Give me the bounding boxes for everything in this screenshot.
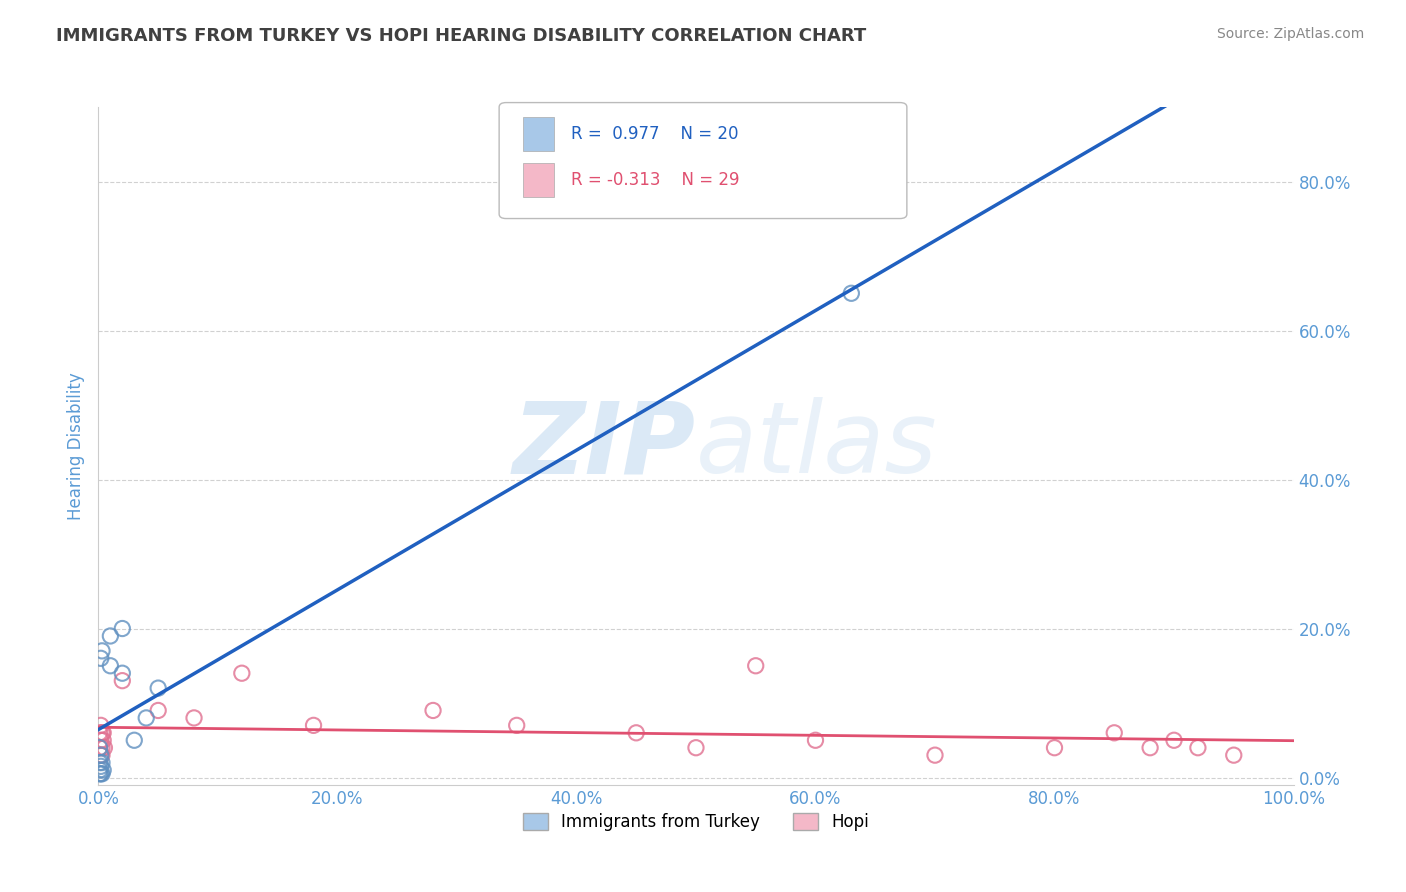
Point bbox=[91, 766, 114, 780]
Point bbox=[90, 748, 112, 763]
Point bbox=[111, 622, 134, 636]
Y-axis label: Hearing Disability: Hearing Disability bbox=[66, 372, 84, 520]
Point bbox=[1043, 740, 1066, 755]
Point bbox=[89, 756, 111, 770]
Point bbox=[91, 726, 114, 740]
Point bbox=[90, 651, 112, 665]
Point bbox=[1139, 740, 1161, 755]
Point bbox=[90, 748, 112, 763]
Point bbox=[1104, 726, 1126, 740]
Point bbox=[111, 673, 134, 688]
Point bbox=[91, 763, 114, 777]
Point bbox=[685, 740, 707, 755]
Point bbox=[1223, 748, 1246, 763]
Point bbox=[422, 703, 444, 717]
Point bbox=[98, 629, 122, 643]
Point bbox=[90, 718, 112, 732]
Point bbox=[89, 726, 111, 740]
Point bbox=[804, 733, 827, 747]
Point bbox=[91, 733, 114, 747]
Point bbox=[841, 286, 863, 301]
Point bbox=[89, 740, 111, 755]
Point bbox=[91, 644, 114, 658]
Point bbox=[89, 740, 111, 755]
Point bbox=[91, 756, 114, 770]
Point bbox=[93, 740, 115, 755]
Point bbox=[135, 711, 157, 725]
Point bbox=[90, 733, 112, 747]
Point bbox=[91, 740, 114, 755]
Text: ZIP: ZIP bbox=[513, 398, 696, 494]
Text: Source: ZipAtlas.com: Source: ZipAtlas.com bbox=[1216, 27, 1364, 41]
Text: atlas: atlas bbox=[696, 398, 938, 494]
Text: R = -0.313    N = 29: R = -0.313 N = 29 bbox=[571, 171, 740, 189]
Point bbox=[111, 666, 134, 681]
Point bbox=[231, 666, 253, 681]
Legend: Immigrants from Turkey, Hopi: Immigrants from Turkey, Hopi bbox=[516, 806, 876, 838]
Point bbox=[90, 759, 112, 773]
Point bbox=[924, 748, 946, 763]
Point bbox=[89, 766, 111, 780]
Point bbox=[626, 726, 648, 740]
Point bbox=[90, 766, 112, 780]
Text: IMMIGRANTS FROM TURKEY VS HOPI HEARING DISABILITY CORRELATION CHART: IMMIGRANTS FROM TURKEY VS HOPI HEARING D… bbox=[56, 27, 866, 45]
Point bbox=[148, 681, 170, 695]
Point bbox=[183, 711, 205, 725]
Point bbox=[91, 726, 114, 740]
Point bbox=[745, 658, 768, 673]
Point bbox=[98, 658, 122, 673]
Point bbox=[1163, 733, 1185, 747]
Point bbox=[506, 718, 529, 732]
Point bbox=[91, 748, 114, 763]
Point bbox=[124, 733, 146, 747]
Point bbox=[148, 703, 170, 717]
Text: R =  0.977    N = 20: R = 0.977 N = 20 bbox=[571, 125, 738, 143]
Point bbox=[89, 763, 111, 777]
Point bbox=[1187, 740, 1209, 755]
Point bbox=[302, 718, 325, 732]
